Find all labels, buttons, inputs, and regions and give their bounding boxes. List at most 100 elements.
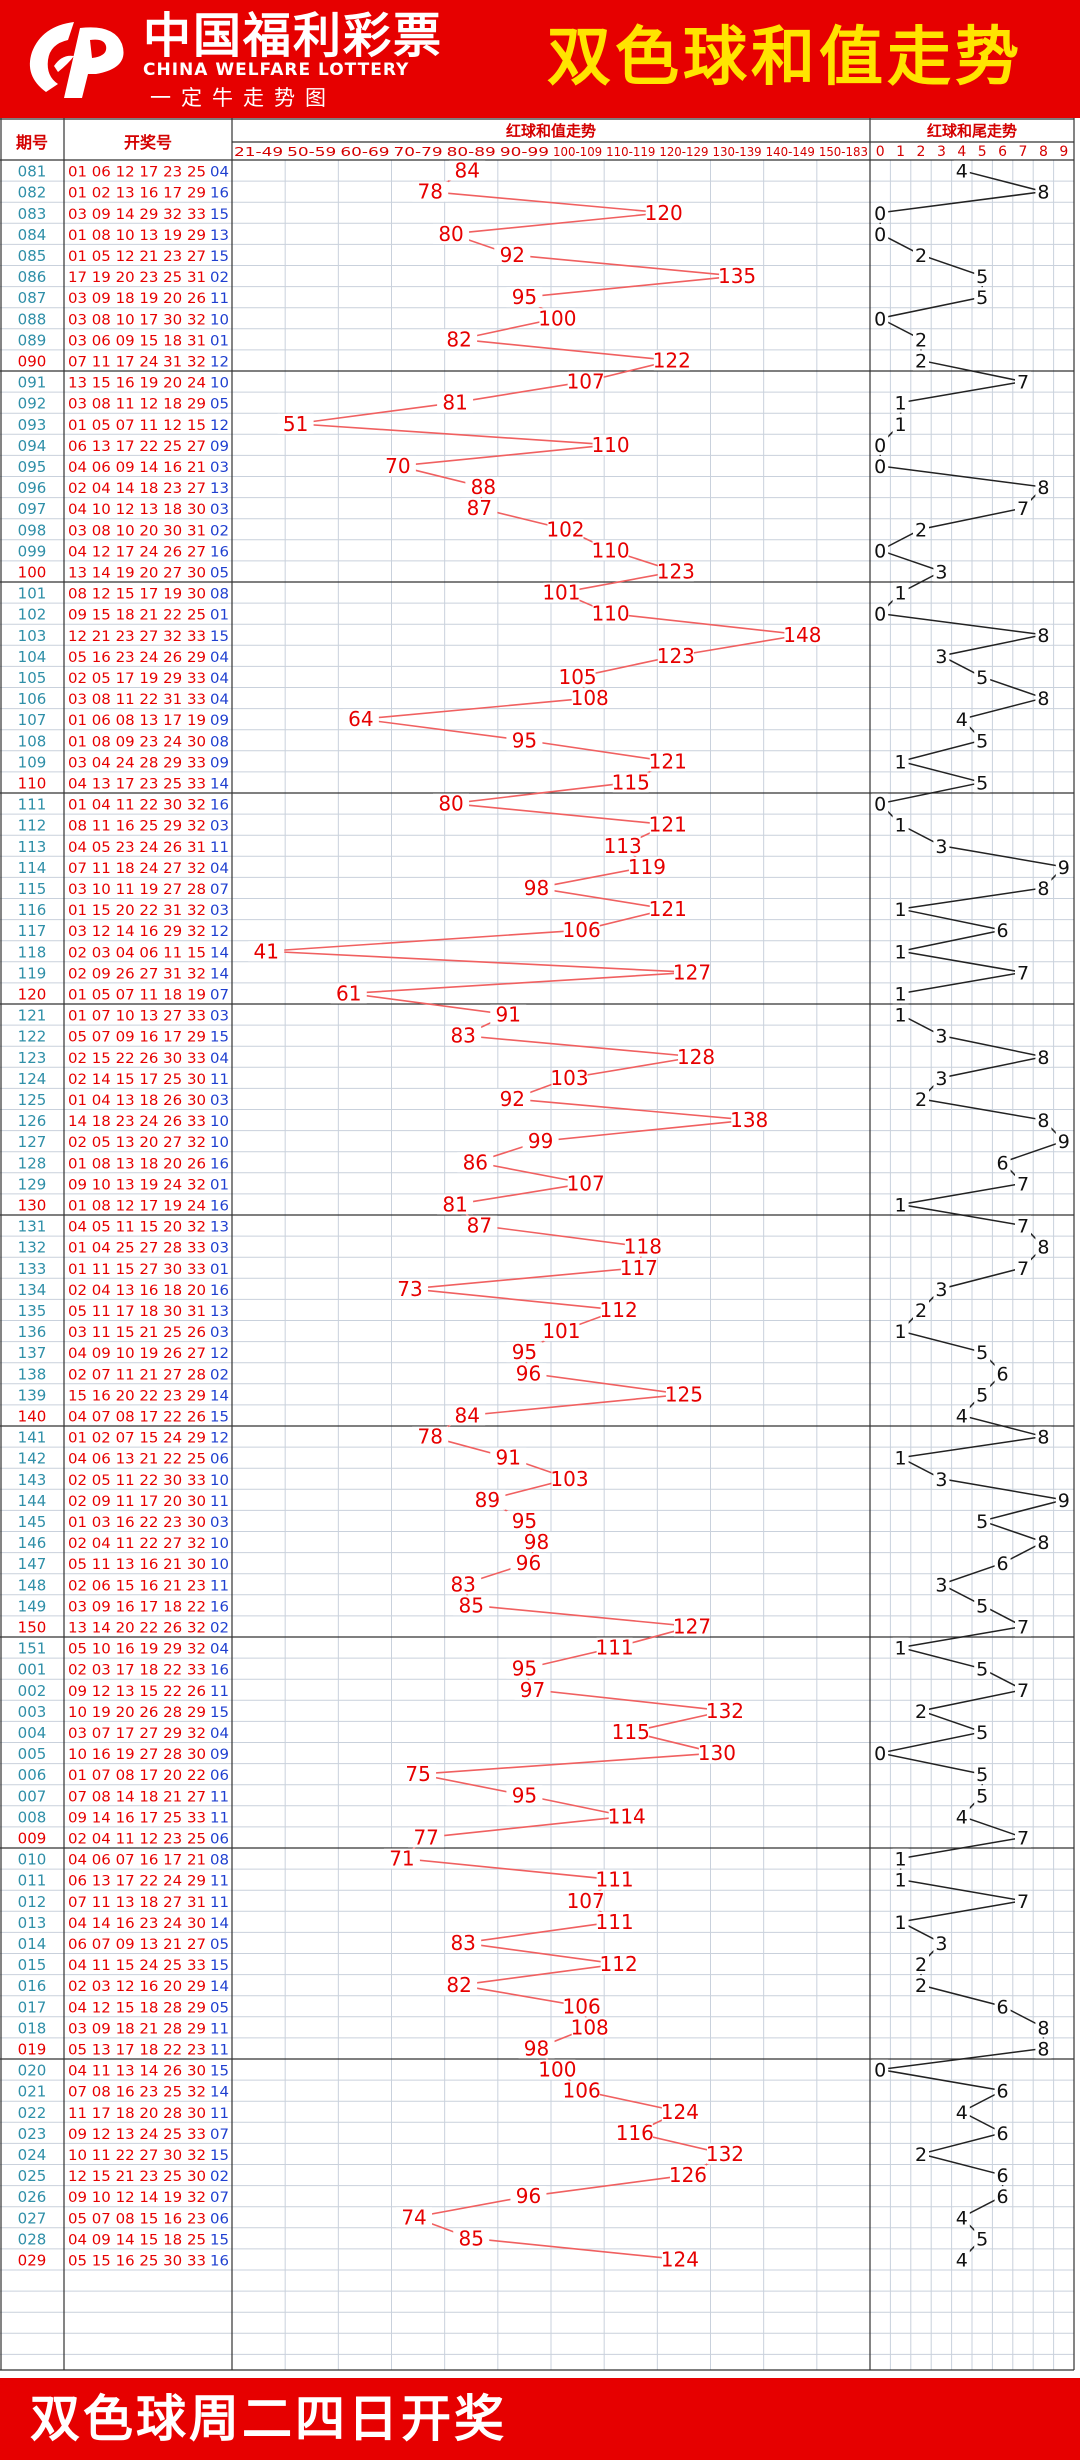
blue-ball-cell: 02	[210, 2169, 229, 2185]
tail-point: 1	[895, 941, 907, 963]
red-balls-cell: 01 06 08 13 17 19	[68, 713, 206, 729]
sum-point: 103	[550, 1066, 588, 1090]
sum-point: 64	[348, 707, 373, 731]
period-cell: 105	[18, 669, 47, 687]
tail-point: 5	[976, 667, 988, 689]
tail-point-bg	[994, 920, 1011, 941]
blue-ball-cell: 11	[210, 1874, 229, 1890]
blue-ball-cell: 04	[210, 650, 229, 666]
blue-ball-cell: 09	[210, 755, 229, 771]
blue-ball-cell: 04	[210, 1051, 229, 1067]
blue-ball-cell: 05	[210, 565, 229, 581]
tail-point-bg	[872, 202, 889, 223]
tail-point-bg	[974, 1342, 991, 1363]
period-cell: 128	[18, 1154, 47, 1172]
sum-point-bg	[567, 1890, 604, 1911]
sum-point: 86	[463, 1150, 488, 1174]
sum-point-bg	[698, 1743, 735, 1764]
period-cell: 016	[18, 1977, 47, 1995]
sum-point-bg	[490, 1004, 527, 1025]
tail-point-bg	[933, 1278, 950, 1299]
red-balls-cell: 01 11 15 27 30 33	[68, 1262, 206, 1278]
tail-point: 5	[976, 772, 988, 794]
sum-point-bg	[563, 2080, 600, 2101]
red-balls-cell: 01 07 08 17 20 22	[68, 1768, 206, 1784]
tail-point-bg	[1035, 1426, 1052, 1447]
red-balls-cell: 01 04 13 18 26 30	[68, 1093, 206, 1109]
tail-point: 0	[874, 540, 886, 562]
tail-point: 2	[915, 350, 927, 372]
sum-point: 117	[620, 1256, 658, 1280]
chart-background	[0, 118, 1080, 2370]
blue-ball-cell: 13	[210, 1220, 229, 1236]
red-balls-cell: 14 18 23 24 26 33	[68, 1114, 206, 1130]
red-balls-cell: 01 04 25 27 28 33	[68, 1241, 206, 1257]
sum-point-bg	[567, 371, 604, 392]
tail-point: 2	[915, 1300, 927, 1322]
sum-point-bg	[379, 455, 416, 476]
red-balls-cell: 05 10 16 19 29 32	[68, 1642, 206, 1658]
blue-ball-cell: 13	[210, 1304, 229, 1320]
period-cell: 104	[18, 648, 47, 666]
tail-point: 1	[895, 1870, 907, 1892]
tail-point: 0	[874, 308, 886, 330]
red-balls-cell: 07 08 16 23 25 32	[68, 2085, 206, 2101]
period-cell: 137	[18, 1344, 47, 1362]
sum-point-bg	[661, 2101, 698, 2122]
sum-point: 132	[706, 1699, 744, 1723]
sum-point: 74	[401, 2205, 426, 2229]
red-balls-cell: 04 06 13 21 22 25	[68, 1452, 206, 1468]
sum-point-bg	[437, 1194, 474, 1215]
sum-point-bg	[653, 350, 690, 371]
tail-point: 2	[915, 2144, 927, 2166]
tail-point-bg	[892, 1321, 909, 1342]
tail-bin-label: 2	[917, 144, 926, 160]
sum-point: 91	[496, 1446, 521, 1470]
tail-point-bg	[913, 1088, 929, 1109]
tail-point-bg	[1015, 1679, 1031, 1700]
period-cell: 082	[18, 184, 47, 202]
blue-ball-cell: 15	[210, 2148, 229, 2164]
sum-point-bg	[539, 308, 576, 329]
tail-point-bg	[913, 519, 929, 540]
period-cell: 091	[18, 374, 47, 392]
sum-point: 98	[524, 2036, 549, 2060]
tail-point-bg	[974, 1595, 991, 1616]
red-balls-cell: 15 16 20 22 23 29	[68, 1388, 206, 1404]
period-cell: 122	[18, 1028, 47, 1046]
sum-point: 100	[538, 306, 576, 330]
sum-point: 103	[550, 1467, 588, 1491]
tail-point: 1	[895, 815, 907, 837]
red-balls-cell: 02 04 11 22 27 32	[68, 1536, 206, 1552]
period-cell: 097	[18, 500, 47, 518]
sum-point: 95	[512, 728, 537, 752]
blue-ball-cell: 02	[210, 523, 229, 539]
tail-point-bg	[953, 1806, 970, 1827]
tail-bin-label: 5	[978, 144, 987, 160]
red-balls-cell: 02 04 11 12 23 25	[68, 1831, 206, 1847]
sum-point-bg	[465, 477, 502, 498]
sum-point-bg	[248, 941, 285, 962]
period-cell: 026	[18, 2188, 47, 2206]
blue-ball-cell: 10	[210, 1135, 229, 1151]
tail-point-bg	[892, 1194, 909, 1215]
tail-point-bg	[994, 1553, 1011, 1574]
blue-ball-cell: 12	[210, 418, 229, 434]
tail-point: 5	[976, 1595, 988, 1617]
sum-point: 95	[512, 285, 537, 309]
blue-ball-cell: 11	[210, 1072, 229, 1088]
tail-point-bg	[974, 730, 991, 751]
sum-bin-label: 21-49	[234, 145, 283, 159]
tail-point-bg	[1015, 498, 1031, 519]
tail-point-bg	[1035, 477, 1052, 498]
tail-point-bg	[933, 835, 950, 856]
sum-point: 82	[446, 1973, 471, 1997]
tail-point-bg	[913, 1299, 929, 1320]
tail-point-bg	[1035, 1110, 1052, 1131]
tail-point-bg	[913, 350, 929, 371]
period-cell: 009	[18, 1829, 47, 1847]
blue-ball-cell: 01	[210, 608, 229, 624]
period-cell: 017	[18, 1998, 47, 2016]
red-balls-cell: 03 09 14 29 32 33	[68, 207, 206, 223]
sum-point-bg	[461, 1215, 498, 1236]
